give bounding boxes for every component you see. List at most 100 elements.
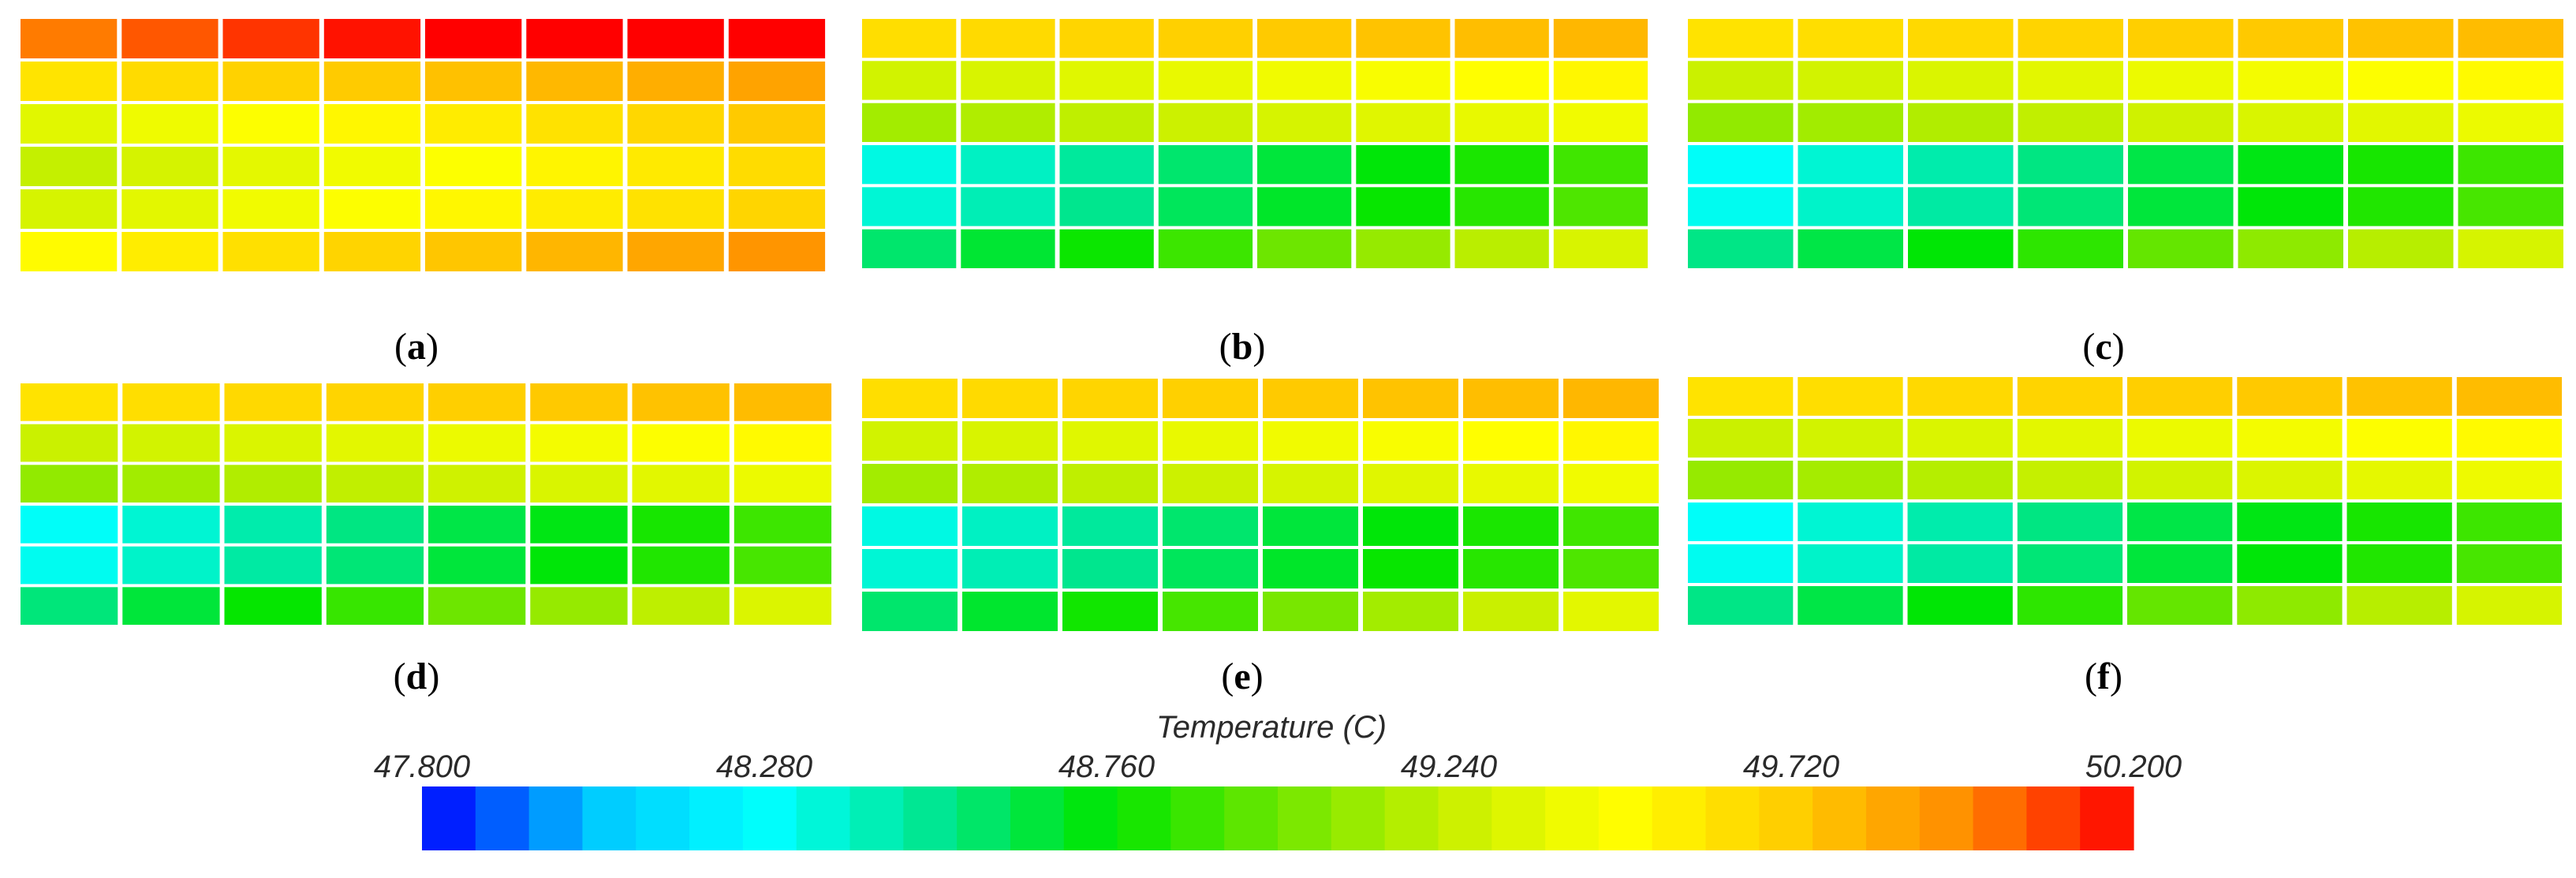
heatmap-cell <box>2127 503 2233 541</box>
heatmap-cell <box>734 546 832 585</box>
heatmap-cell <box>428 465 526 503</box>
heatmap-cell <box>323 147 421 186</box>
heatmap-cell <box>222 62 319 101</box>
heatmap-cell <box>2348 145 2454 185</box>
heatmap-cell <box>1798 229 1903 268</box>
heatmap-cell <box>962 549 1058 588</box>
heatmap-cell <box>632 465 730 503</box>
heatmap-cell <box>1798 586 1903 625</box>
colorbar-band <box>1865 786 1921 850</box>
heatmap-cell <box>122 587 220 625</box>
heatmap-cell <box>1454 229 1549 268</box>
colorbar-band <box>1170 786 1225 850</box>
colorbar-band <box>1278 786 1332 850</box>
heatmap-cell <box>1163 379 1258 418</box>
heatmap-cell <box>2017 461 2123 499</box>
heatmap-cell <box>962 506 1058 546</box>
heatmap-cell <box>122 465 220 503</box>
heatmap-cell <box>1798 61 1903 100</box>
heatmap-cell <box>1059 61 1154 100</box>
heatmap-cell <box>962 592 1058 631</box>
heatmap-cell <box>326 546 424 585</box>
colorbar-band <box>528 786 584 850</box>
heatmap-cell <box>1356 145 1450 185</box>
heatmap-cell <box>734 383 832 421</box>
heatmap-cell <box>1798 377 1903 416</box>
heatmap-cell <box>1688 145 1794 185</box>
heatmap-cell <box>728 189 826 229</box>
heatmap-cell <box>1356 187 1450 226</box>
heatmap-cell <box>530 546 628 585</box>
heatmap-cell <box>2237 377 2343 416</box>
heatmap-cell <box>1454 61 1549 100</box>
heatmap-cell <box>1059 19 1154 58</box>
heatmap-cell <box>962 464 1058 503</box>
colorbar-band <box>742 786 797 850</box>
heatmap-cell <box>862 187 957 226</box>
heatmap-cell <box>222 232 319 271</box>
heatmap-cell <box>2458 19 2563 58</box>
heatmap-cell <box>862 549 958 588</box>
panel-label-e: (e) <box>1221 656 1263 697</box>
heatmap-cell <box>1263 549 1358 588</box>
heatmap-cell <box>425 189 522 229</box>
heatmap-cell <box>2127 419 2233 458</box>
heatmap-cell <box>21 383 118 421</box>
heatmap-cell <box>2017 544 2123 583</box>
colorbar-band <box>1117 786 1171 850</box>
heatmap-cell <box>121 19 218 58</box>
heatmap-panel-b <box>862 19 1648 268</box>
heatmap-cell <box>1563 464 1659 503</box>
heatmap-cell <box>632 383 730 421</box>
heatmap-cell <box>21 546 118 585</box>
heatmap-cell <box>1553 61 1648 100</box>
heatmap-cell <box>428 546 526 585</box>
heatmap-cell <box>1688 461 1794 499</box>
heatmap-cell <box>627 19 724 58</box>
heatmap-cell <box>2018 19 2123 58</box>
heatmap-cell <box>2238 145 2343 185</box>
heatmap-cell <box>2346 377 2452 416</box>
heatmap-cell <box>2456 544 2563 583</box>
heatmap-cell <box>121 189 218 229</box>
heatmap-cell <box>323 62 421 101</box>
heatmap-cell <box>2237 461 2343 499</box>
panel-label-b: (b) <box>1219 326 1266 368</box>
heatmap-cell <box>862 592 958 631</box>
heatmap-cell <box>1798 461 1903 499</box>
heatmap-cell <box>1263 379 1358 418</box>
heatmap-cell <box>1563 592 1659 631</box>
heatmap-cell <box>1356 61 1450 100</box>
heatmap-cell <box>862 229 957 268</box>
heatmap-cell <box>734 424 832 462</box>
heatmap-cell <box>1363 592 1458 631</box>
colorbar-tick-label: 47.800 <box>374 749 470 784</box>
heatmap-cell <box>2456 503 2563 541</box>
panel-label-d: (d) <box>394 656 440 697</box>
heatmap-cell <box>1158 187 1253 226</box>
heatmap-cell <box>734 465 832 503</box>
heatmap-cell <box>728 104 826 144</box>
colorbar <box>422 786 2134 850</box>
heatmap-cell <box>323 104 421 144</box>
heatmap-cell <box>2127 586 2233 625</box>
heatmap-cell <box>1798 544 1903 583</box>
colorbar-tick-label: 50.200 <box>2085 749 2182 784</box>
heatmap-cell <box>734 506 832 544</box>
heatmap-cell <box>2128 19 2234 58</box>
heatmap-cell <box>224 587 322 625</box>
heatmap-cell <box>1356 19 1450 58</box>
heatmap-cell <box>1454 103 1549 142</box>
heatmap-cell <box>323 232 421 271</box>
heatmap-cell <box>2346 586 2452 625</box>
heatmap-cell <box>2348 229 2454 268</box>
heatmap-cell <box>21 424 118 462</box>
heatmap-cell <box>2018 187 2123 226</box>
heatmap-cell <box>326 465 424 503</box>
heatmap-cell <box>2238 229 2343 268</box>
heatmap-cell <box>862 19 957 58</box>
heatmap-cell <box>326 506 424 544</box>
heatmap-cell <box>1563 549 1659 588</box>
heatmap-cell <box>728 19 826 58</box>
heatmap-cell <box>1158 145 1253 185</box>
